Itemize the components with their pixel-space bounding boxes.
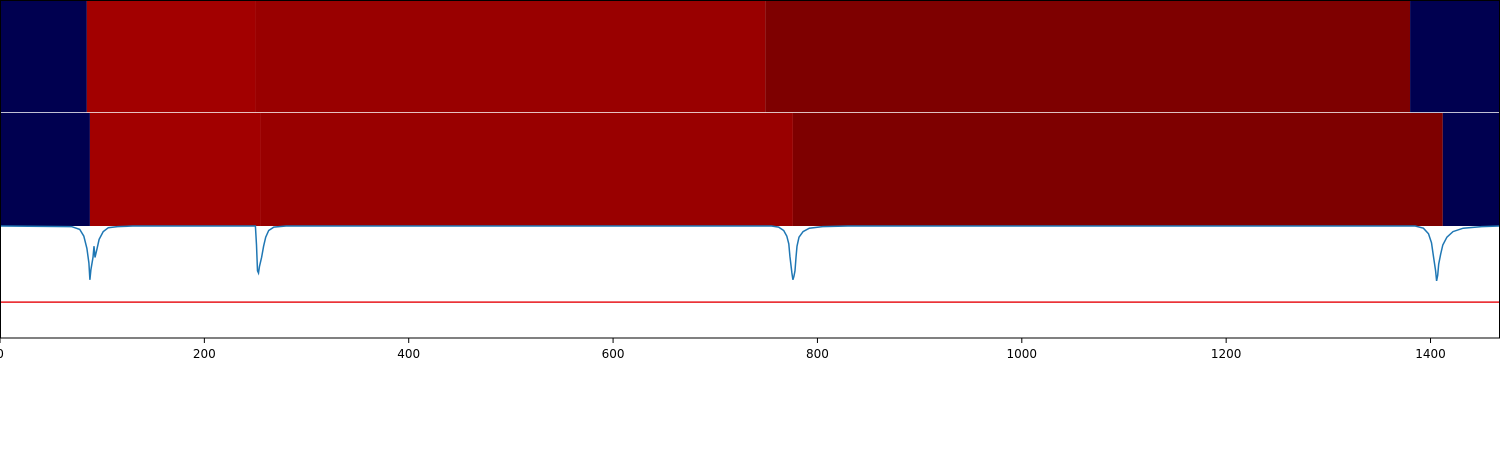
heatmap-row-1	[0, 0, 1500, 113]
heatmap-row-1-segment-1	[0, 0, 87, 113]
heatmap-row-1-segment-3	[255, 0, 766, 113]
x-tick-label-200: 200	[193, 347, 216, 361]
heatmap-row-2-segment-4	[792, 113, 1443, 226]
signal-panel	[0, 225, 1500, 338]
x-tick-label-1200: 1200	[1211, 347, 1242, 361]
heatmap-row-2-segment-2	[89, 113, 261, 226]
heatmap-row-2	[0, 113, 1500, 226]
x-tick-label-1400: 1400	[1415, 347, 1446, 361]
x-tick-label-400: 400	[397, 347, 420, 361]
signal-curve	[0, 225, 1500, 282]
x-axis: 0 200 400 600 800 1000 1200 1400	[0, 338, 1446, 361]
x-tick-label-0: 0	[0, 347, 4, 361]
heatmap-row-2-segment-5	[1442, 113, 1500, 226]
x-tick-label-600: 600	[602, 347, 625, 361]
signal-panel-background	[0, 226, 1500, 338]
x-tick-label-800: 800	[806, 347, 829, 361]
heatmap-row-1-segment-5	[1410, 0, 1500, 113]
heatmap-row-2-segment-1	[0, 113, 90, 226]
heatmap-row-1-segment-4	[765, 0, 1411, 113]
heatmap-row-1-segment-2	[86, 0, 256, 113]
heatmap-row-2-segment-3	[260, 113, 793, 226]
x-tick-label-1000: 1000	[1007, 347, 1038, 361]
